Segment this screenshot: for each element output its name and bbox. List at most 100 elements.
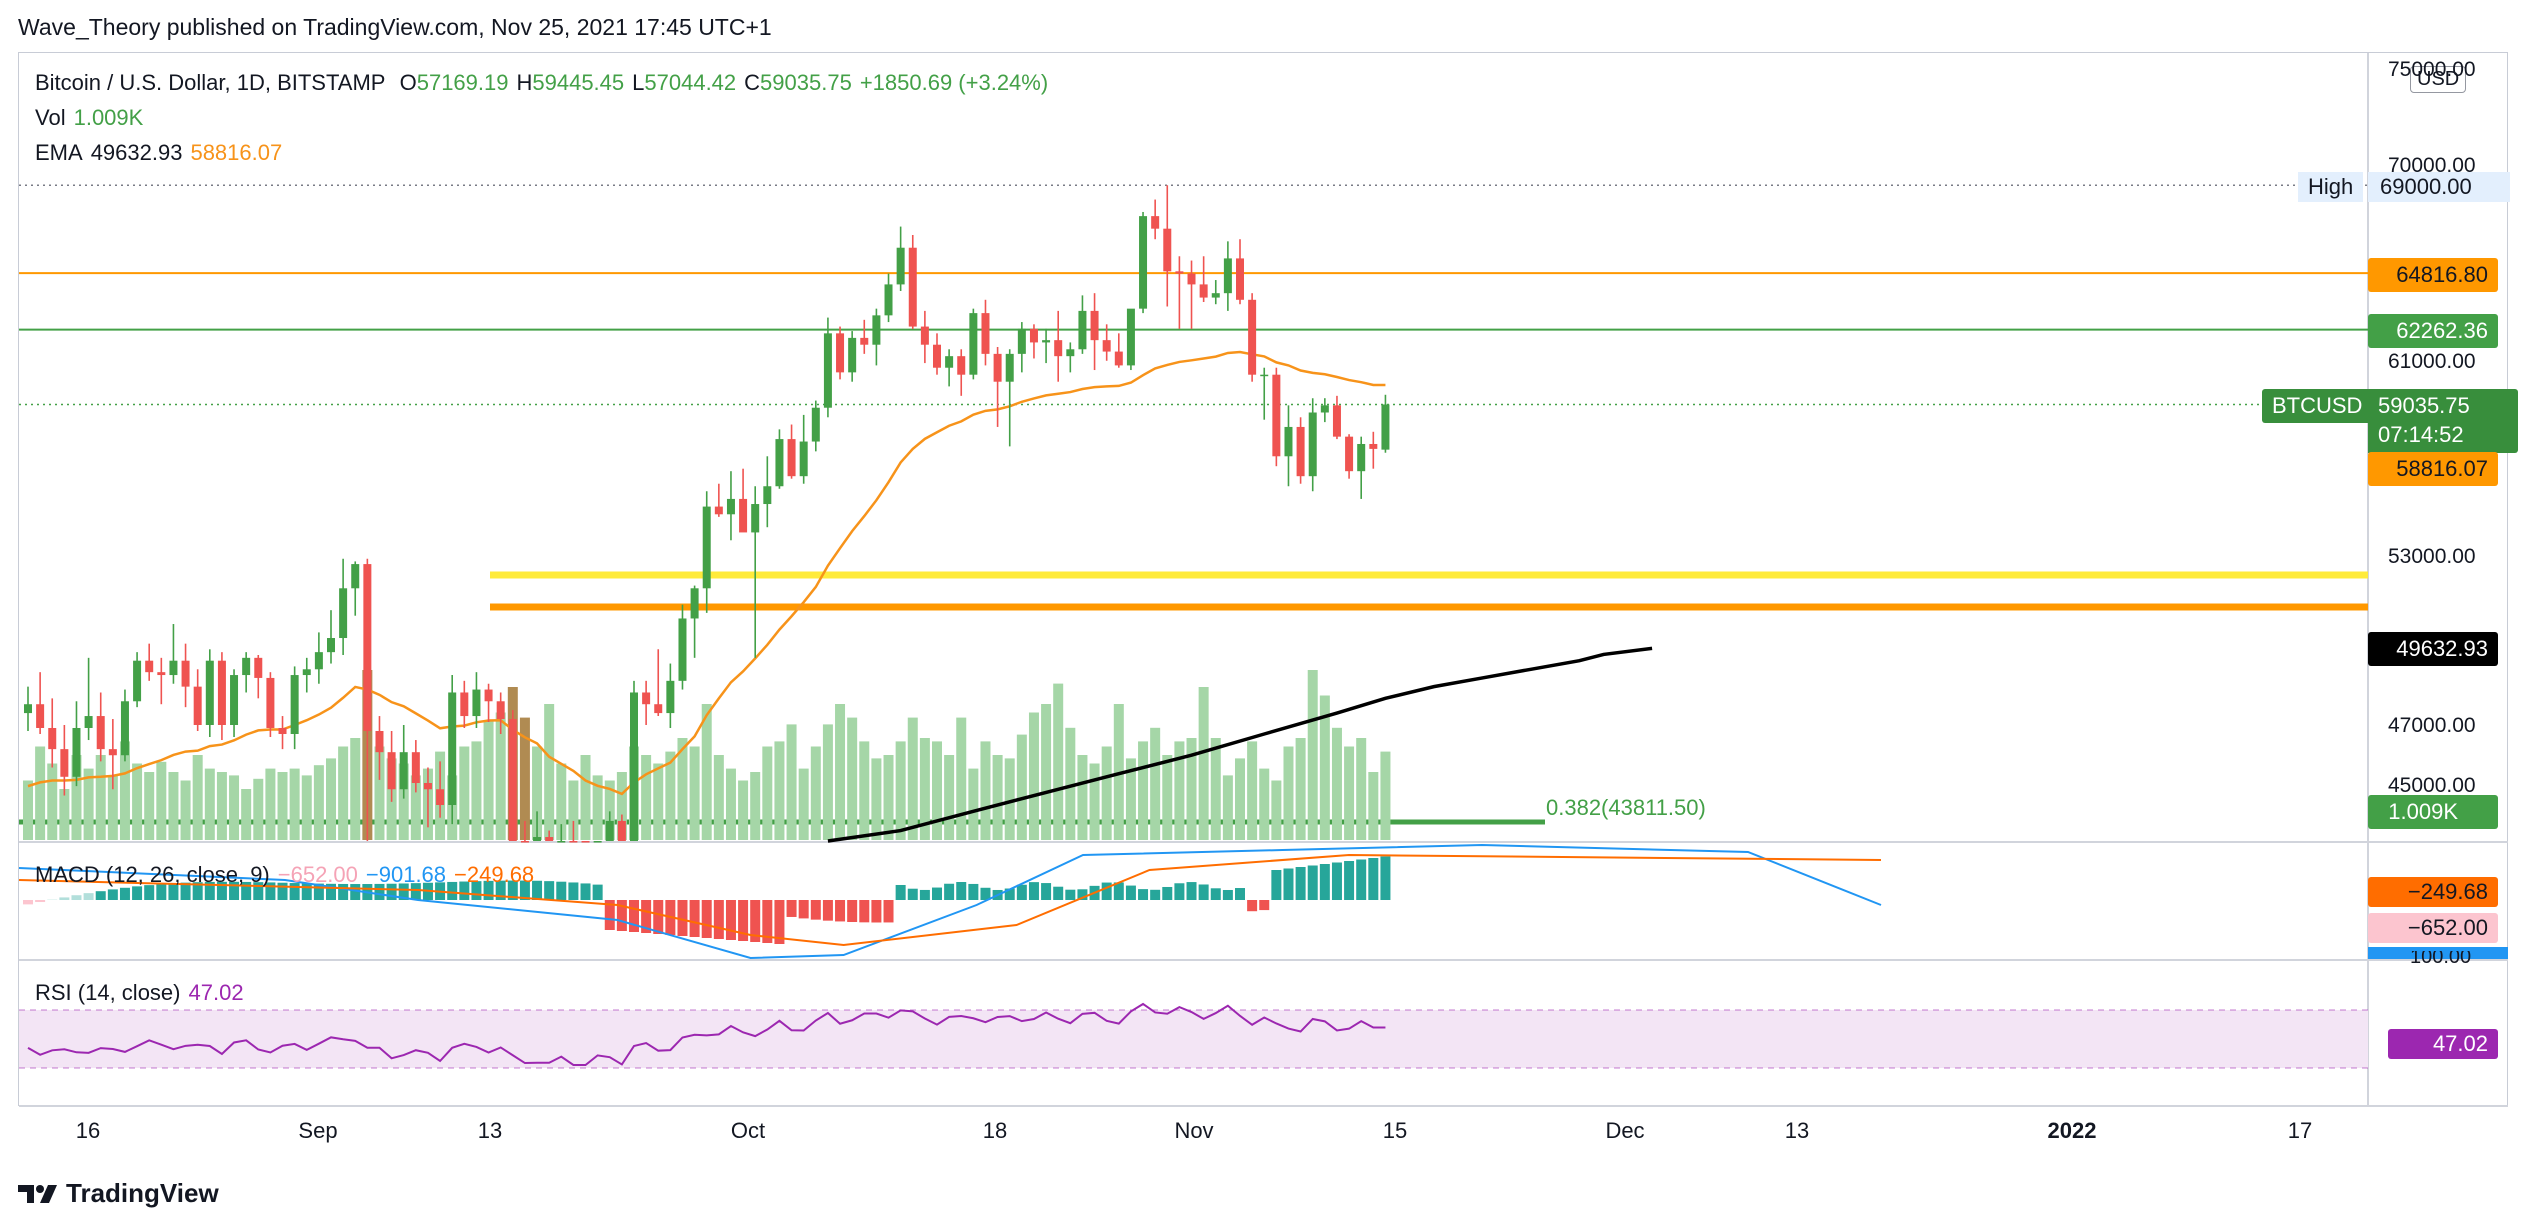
volume-bar — [313, 765, 324, 840]
candle-body — [993, 353, 1002, 382]
volume-bar — [701, 704, 712, 840]
candle-body — [1090, 310, 1099, 341]
candle-body — [1005, 353, 1014, 382]
last-price-tag: 59035.75 07:14:52 — [2368, 389, 2518, 453]
macd-hist-bar — [786, 900, 797, 917]
volume-bar — [519, 717, 530, 840]
volume-bar — [23, 780, 33, 840]
macd-hist-bar — [1331, 862, 1342, 900]
macd-hist-bar — [1210, 888, 1221, 900]
candle-body — [702, 506, 711, 589]
volume-bar — [253, 778, 264, 840]
candle-body — [630, 692, 638, 841]
macd-hist-bar — [289, 883, 300, 900]
candle-body — [1223, 258, 1232, 294]
macd-hist-bar — [822, 900, 833, 921]
legend-ema-label: EMA — [35, 140, 83, 165]
volume-bar — [822, 724, 833, 840]
candle-body — [908, 247, 917, 327]
volume-bar — [932, 741, 942, 840]
volume-bar — [653, 763, 664, 840]
legend-volume: Vol 1.009K — [35, 105, 151, 131]
macd-hist-bar — [398, 883, 409, 900]
candle-body — [1357, 443, 1366, 472]
volume-bar — [798, 768, 809, 840]
candle-body — [387, 752, 396, 790]
volume-bar — [713, 755, 724, 840]
candle-body — [436, 789, 445, 806]
macd-hist-bar — [895, 884, 906, 900]
macd-hist-bar — [568, 882, 579, 900]
candle-body — [533, 837, 542, 841]
volume-bar — [204, 768, 215, 840]
bar-countdown: 07:14:52 — [2378, 422, 2464, 447]
macd-hist-bar — [713, 900, 724, 939]
candle-body — [472, 689, 481, 717]
candle-body — [933, 344, 941, 368]
macd-hist-bar — [156, 884, 167, 900]
candle-body — [1308, 412, 1317, 477]
currency-button[interactable]: USD — [2410, 66, 2467, 93]
volume-bar — [956, 717, 967, 840]
candle-body — [787, 439, 796, 477]
volume-bar — [1041, 704, 1052, 840]
volume-bar — [592, 775, 603, 840]
candle-body — [726, 498, 735, 515]
candle-body — [1236, 258, 1244, 300]
macd-hist-bar — [1198, 884, 1209, 900]
volume-bar — [738, 780, 749, 840]
candle-body — [1151, 216, 1160, 229]
volume-bar — [1380, 751, 1391, 840]
candle-body — [266, 677, 275, 728]
candle-body — [1078, 310, 1087, 350]
macd-hist-bar — [629, 900, 639, 932]
candle-body — [1175, 271, 1184, 274]
candle-body — [617, 820, 626, 841]
macd-hist-bar — [544, 881, 555, 900]
volume-bar — [883, 755, 894, 840]
macd-hist-bar — [1307, 865, 1318, 900]
volume-bar — [398, 763, 409, 840]
legend-close: 59035.75 — [760, 70, 852, 95]
candle-body — [460, 692, 469, 717]
volume-bar — [338, 746, 349, 840]
macd-hist-bar — [859, 900, 870, 923]
tradingview-logo[interactable]: TradingView — [18, 1178, 219, 1209]
macd-hist-bar — [107, 889, 118, 900]
ema-short-path — [27, 350, 1386, 796]
candle-body — [642, 692, 651, 705]
volume-tag: 1.009K — [2368, 795, 2498, 829]
candle-body — [48, 727, 57, 750]
price-label: 70000.00 — [2388, 154, 2476, 177]
macd-hist-bar — [1235, 888, 1245, 900]
ema-long-line — [827, 646, 1653, 843]
macd-hist-bar — [192, 882, 203, 900]
macd-hist-bar — [374, 883, 385, 900]
volume-bar — [192, 755, 203, 840]
legend-open: 57169.19 — [416, 70, 509, 95]
macd-hist-bar — [1150, 889, 1161, 900]
macd-hist-bar — [907, 888, 918, 900]
candle-body — [205, 660, 214, 725]
macd-hist-bar — [1222, 889, 1233, 900]
volume-bar — [1356, 738, 1367, 840]
volume-bar — [1235, 758, 1245, 840]
volume-bar — [786, 724, 797, 840]
macd-hist-bar — [592, 884, 603, 900]
macd-hist-bar — [556, 881, 567, 900]
candle-body — [605, 820, 614, 841]
legend-h-label: H — [516, 70, 533, 95]
volume-bar — [471, 741, 482, 840]
legend-ema: EMA 49632.93 58816.07 — [35, 140, 290, 166]
candle-body — [484, 689, 493, 702]
candle-body — [751, 504, 760, 533]
volume-bar — [1295, 738, 1306, 840]
rsi-band — [19, 1010, 2368, 1068]
legend-low: 57044.42 — [644, 70, 737, 95]
candle-body — [872, 315, 881, 345]
volume-bar — [374, 746, 385, 840]
rsi-tag: 47.02 — [2388, 1029, 2498, 1059]
candle-body — [24, 704, 32, 714]
volume-bar — [725, 768, 736, 840]
